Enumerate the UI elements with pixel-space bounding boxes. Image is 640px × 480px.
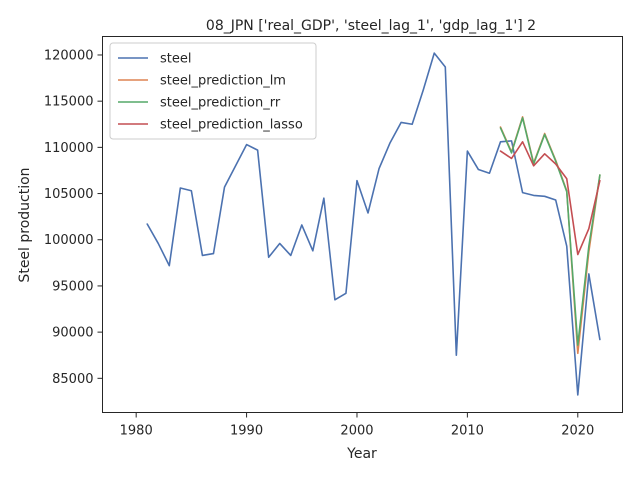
legend: steel steel_prediction_lm steel_prediction… (109, 42, 317, 140)
legend-label: steel_prediction_lasso (160, 118, 303, 133)
series-line-steel (146, 52, 601, 396)
y-tick-label: 105000 (44, 187, 94, 202)
legend-label: steel_prediction_rr (160, 96, 281, 111)
y-tick-label: 100000 (44, 233, 94, 248)
y-tick-label: 110000 (44, 141, 94, 156)
x-tick-label: 2000 (340, 424, 373, 439)
legend-label: steel_prediction_lm (160, 74, 286, 89)
y-tick-label: 85000 (52, 372, 93, 387)
x-tick-label: 1990 (230, 424, 263, 439)
x-tick-label: 1980 (120, 424, 153, 439)
series-line-steel-prediction-rr (499, 117, 601, 346)
y-tick-label: 95000 (52, 279, 93, 294)
x-axis-label: Year (346, 446, 377, 462)
series-line-steel-prediction-lasso (499, 141, 601, 256)
legend-label: steel (160, 52, 191, 67)
y-tick-label: 115000 (44, 95, 94, 110)
axes-frame (102, 36, 623, 413)
x-axis: 1980 1990 2000 2010 2020 (120, 412, 594, 439)
y-tick-label: 120000 (44, 48, 94, 63)
plot-area (146, 52, 601, 396)
legend-box (109, 42, 317, 140)
x-tick-label: 2020 (561, 424, 594, 439)
y-axis: 85000 90000 95000 100000 105000 110000 115000 1… (44, 48, 103, 387)
chart-title: 08_JPN ['real_GDP', 'steel_lag_1', 'gdp_… (206, 18, 536, 34)
y-axis-label: Steel production (17, 167, 33, 282)
y-tick-label: 90000 (52, 326, 93, 341)
x-tick-label: 2010 (451, 424, 484, 439)
